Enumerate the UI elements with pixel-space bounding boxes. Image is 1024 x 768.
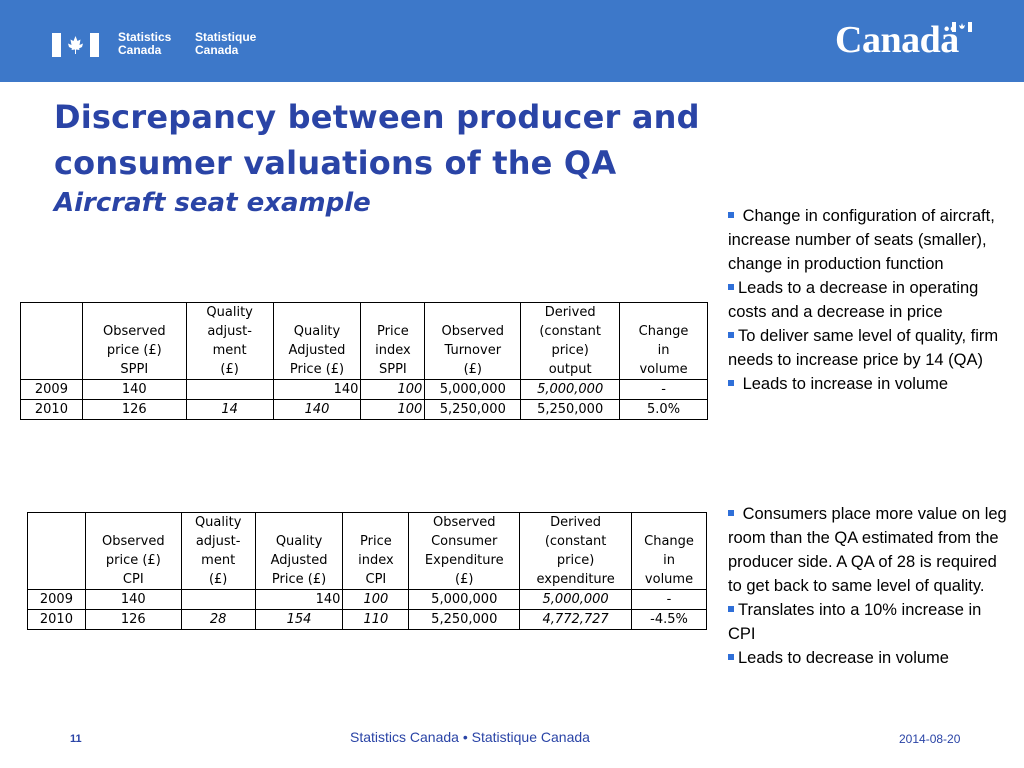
table-row: 2010 126 28 154 110 5,250,000 4,772,727 … <box>27 609 707 630</box>
header-cell: Quality adjust-ment (£) <box>185 302 274 380</box>
producer-table: Observed price (£) SPPI Quality adjust-ment… <box>20 302 708 420</box>
table-cell: -4.5% <box>631 609 707 630</box>
bullet-square-icon <box>728 606 734 612</box>
consumer-bullet-list: Consumers place more value on leg room t… <box>728 502 1010 670</box>
table-cell: 110 <box>342 609 410 630</box>
table-cell: 140 <box>84 589 182 610</box>
table-cell: 140 <box>272 379 362 400</box>
table-cell: 100 <box>360 379 426 400</box>
table-row: 2009 140 140 100 5,000,000 5,000,000 - <box>27 589 707 610</box>
header-cell: Observed Consumer Expenditure (£) <box>408 512 521 590</box>
table-cell: 5,250,000 <box>424 399 522 420</box>
statistics-canada-label: Statistics Canada <box>118 30 172 57</box>
slide-title: Discrepancy between producer and consume… <box>54 94 854 186</box>
header-cell: Observed price (£) SPPI <box>81 302 187 380</box>
header-cell: Price index SPPI <box>360 302 426 380</box>
table-cell: 2009 <box>27 589 86 610</box>
header-cell: Observed Turnover (£) <box>424 302 522 380</box>
bullet-square-icon <box>728 380 734 386</box>
table-cell: 140 <box>81 379 187 400</box>
list-item: Translates into a 10% increase in CPI <box>728 601 982 643</box>
table-cell: 5,000,000 <box>408 589 521 610</box>
table-cell: 5,000,000 <box>520 379 621 400</box>
table-cell: - <box>619 379 708 400</box>
title-line-2: consumer valuations of the QA <box>54 144 617 182</box>
header-cell <box>27 512 86 590</box>
table-cell: 2010 <box>27 609 86 630</box>
header-cell: Quality adjust-ment (£) <box>180 512 256 590</box>
list-item: Leads to decrease in volume <box>728 646 1010 670</box>
header-cell: Observed price (£) CPI <box>84 512 182 590</box>
title-line-1: Discrepancy between producer and <box>54 98 700 136</box>
footer-date: 2014-08-20 <box>899 732 961 746</box>
table-cell: 5,000,000 <box>519 589 633 610</box>
list-item: Leads to increase in volume <box>728 372 1010 396</box>
table-cell: 5,000,000 <box>424 379 522 400</box>
bullet-square-icon <box>728 284 734 290</box>
canada-wordmark: Canadä <box>835 19 959 61</box>
table-cell: 2010 <box>20 399 83 420</box>
canada-flag-icon <box>52 33 99 57</box>
list-item: To deliver same level of quality, firm n… <box>728 327 999 369</box>
table-cell: 126 <box>81 399 187 420</box>
table-cell: - <box>631 589 707 610</box>
table-cell: 100 <box>342 589 410 610</box>
header-cell: Change in volume <box>619 302 708 380</box>
header-cell: Derived (constant price) output <box>520 302 621 380</box>
table-cell: 14 <box>185 399 274 420</box>
header-cell: Change in volume <box>631 512 707 590</box>
table-header-row: Observed price (£) CPI Quality adjust-ment(… <box>27 512 707 590</box>
header-bar: Statistics Canada Statistique Canada Canad… <box>0 0 1024 82</box>
table-cell: 126 <box>84 609 182 630</box>
header-cell: Quality Adjusted Price (£) <box>272 302 362 380</box>
table-cell: 5.0% <box>619 399 708 420</box>
table-header-row: Observed price (£) SPPI Quality adjust-ment… <box>20 302 708 380</box>
table-cell <box>180 589 256 610</box>
header-cell: Derived (constant price) expenditure <box>519 512 633 590</box>
table-cell <box>185 379 274 400</box>
footer-agency: Statistics Canada • Statistique Canada <box>350 729 590 745</box>
list-item: Consumers place more value on leg room t… <box>728 505 1007 595</box>
header-cell: Price index CPI <box>342 512 410 590</box>
bullet-square-icon <box>728 332 734 338</box>
consumer-table: Observed price (£) CPI Quality adjust-ment(… <box>27 512 707 630</box>
table-cell: 4,772,727 <box>519 609 633 630</box>
table-cell: 5,250,000 <box>408 609 521 630</box>
table-cell: 100 <box>360 399 426 420</box>
producer-bullet-list: Change in configuration of aircraft, inc… <box>728 204 1010 396</box>
page-number: 11 <box>70 733 82 745</box>
bullet-square-icon <box>728 510 734 516</box>
list-item: Leads to a decrease in operating costs a… <box>728 279 979 321</box>
bullet-square-icon <box>728 212 734 218</box>
table-cell: 140 <box>272 399 362 420</box>
table-row: 2010 126 14 140 100 5,250,000 5,250,000 … <box>20 399 708 420</box>
table-cell: 5,250,000 <box>520 399 621 420</box>
header-cell <box>20 302 83 380</box>
list-item: Change in configuration of aircraft, inc… <box>728 207 995 273</box>
table-cell: 28 <box>180 609 256 630</box>
statistique-canada-label: Statistique Canada <box>195 30 257 57</box>
table-cell: 2009 <box>20 379 83 400</box>
header-cell: Quality Adjusted Price (£) <box>254 512 344 590</box>
table-cell: 140 <box>254 589 344 610</box>
table-cell: 154 <box>254 609 344 630</box>
bullet-square-icon <box>728 654 734 660</box>
wordmark-flag-icon <box>952 22 972 32</box>
slide-subtitle: Aircraft seat example <box>54 188 371 218</box>
table-row: 2009 140 140 100 5,000,000 5,000,000 - <box>20 379 708 400</box>
